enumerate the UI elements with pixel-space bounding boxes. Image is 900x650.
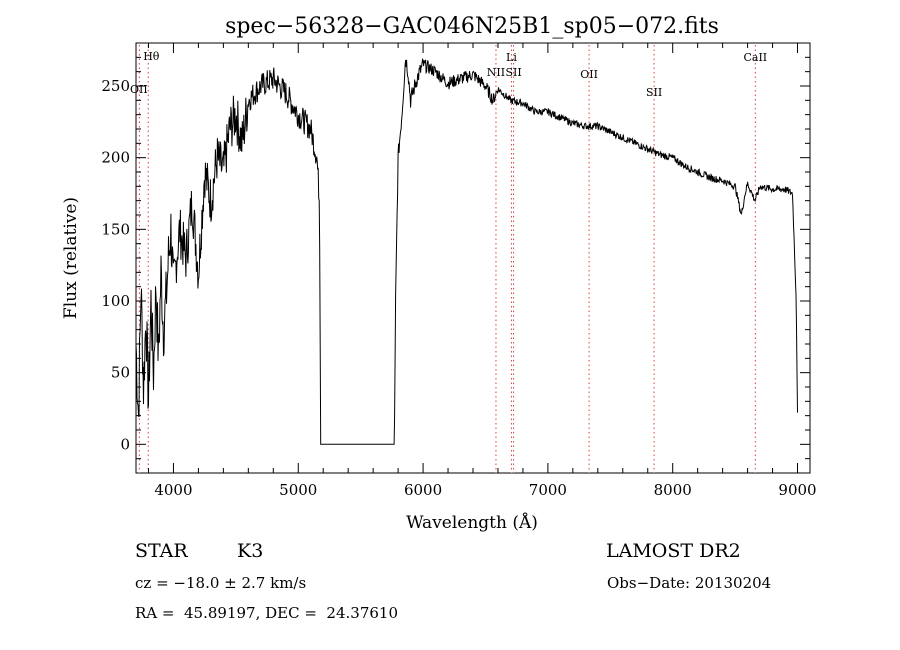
y-tick-label: 250	[101, 77, 130, 95]
line-marker-label: SII	[505, 66, 521, 79]
line-marker-label: OII	[580, 68, 598, 81]
x-tick-label: 8000	[654, 481, 692, 499]
line-marker-label: OII	[130, 83, 148, 96]
line-marker-label: NII	[487, 66, 505, 79]
class-label: STAR	[135, 540, 188, 562]
x-axis-label: Wavelength (Å)	[406, 512, 538, 533]
x-tick-label: 4000	[154, 481, 192, 499]
obs-date-text: Obs−Date: 20130204	[607, 574, 772, 592]
spectrum-line	[135, 58, 798, 445]
line-marker-label: Hθ	[143, 50, 160, 63]
coordinates-text: RA = 45.89197, DEC = 24.37610	[135, 604, 399, 622]
line-marker-label: CaII	[743, 51, 767, 64]
y-tick-label: 50	[111, 364, 130, 382]
survey-label: LAMOST DR2	[606, 540, 741, 562]
y-tick-label: 0	[120, 435, 130, 453]
line-marker-label: SII	[646, 86, 662, 99]
line-marker-label: Li	[506, 51, 517, 64]
axis-ticks: 4000 5000 6000 7000 8000 9000 0 50 100 150 200 250	[101, 43, 817, 499]
y-axis-label: Flux (relative)	[61, 197, 81, 319]
x-tick-label: 6000	[404, 481, 442, 499]
y-tick-label: 100	[101, 292, 130, 310]
x-tick-label: 7000	[529, 481, 567, 499]
y-tick-label: 200	[101, 149, 130, 167]
y-tick-label: 150	[101, 220, 130, 238]
plot-frame	[135, 42, 811, 474]
x-tick-label: 5000	[279, 481, 317, 499]
redshift-text: cz = −18.0 ± 2.7 km/s	[135, 574, 307, 592]
subclass-label: K3	[237, 540, 264, 562]
x-tick-label: 9000	[778, 481, 816, 499]
chart-title: spec−56328−GAC046N25B1_sp05−072.fits	[225, 14, 719, 39]
